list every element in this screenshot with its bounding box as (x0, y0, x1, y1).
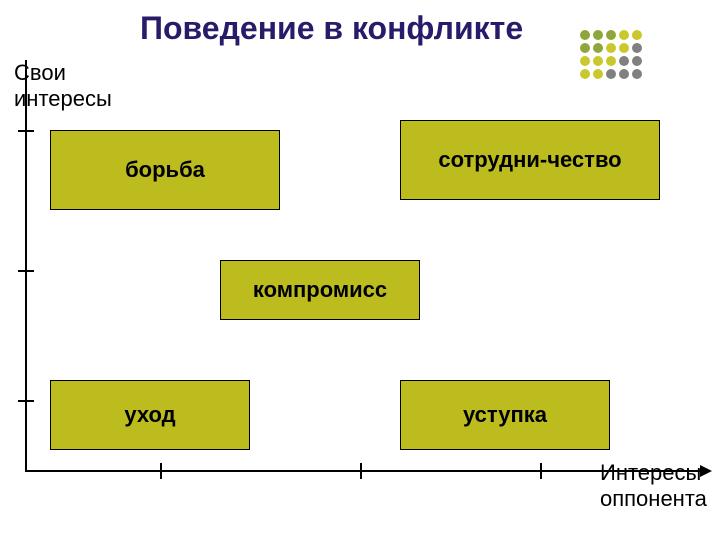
decoration-dot (606, 30, 616, 40)
decoration-dot (593, 30, 603, 40)
box-label: уступка (463, 402, 547, 428)
y-tick (18, 130, 34, 132)
box-label: уход (124, 402, 175, 428)
y-axis-label: Свои интересы (14, 60, 112, 112)
decoration-dot (593, 43, 603, 53)
y-axis (25, 60, 27, 470)
decoration-dot (619, 56, 629, 66)
decoration-dot (580, 43, 590, 53)
decoration-dot (606, 43, 616, 53)
decoration-dot (593, 56, 603, 66)
decoration-dot (580, 56, 590, 66)
x-axis (25, 470, 700, 472)
decoration-dot (632, 30, 642, 40)
decoration-dot (580, 30, 590, 40)
decoration-dot (593, 69, 603, 79)
decoration-dot (619, 30, 629, 40)
page-title: Поведение в конфликте (140, 10, 523, 47)
decoration-dot (606, 69, 616, 79)
box-label: компромисс (253, 277, 387, 303)
y-tick (18, 400, 34, 402)
box-avoid: уход (50, 380, 250, 450)
x-tick (540, 463, 542, 479)
decoration-dot (632, 43, 642, 53)
decoration-dot (619, 69, 629, 79)
x-axis-arrow (700, 465, 712, 477)
box-label: сотрудни-чество (438, 147, 621, 173)
decoration-dot (619, 43, 629, 53)
box-compromise: компромисс (220, 260, 420, 320)
y-tick (18, 270, 34, 272)
decoration-dot (606, 56, 616, 66)
box-label: борьба (125, 157, 205, 183)
decoration-dot (580, 69, 590, 79)
box-fight: борьба (50, 130, 280, 210)
decoration-dot (632, 69, 642, 79)
box-cooperation: сотрудни-чество (400, 120, 660, 200)
box-concession: уступка (400, 380, 610, 450)
x-axis-label: Интересы оппонента (600, 460, 707, 512)
decoration-dot (632, 56, 642, 66)
x-tick (160, 463, 162, 479)
decoration-dots (580, 30, 642, 79)
x-tick (360, 463, 362, 479)
